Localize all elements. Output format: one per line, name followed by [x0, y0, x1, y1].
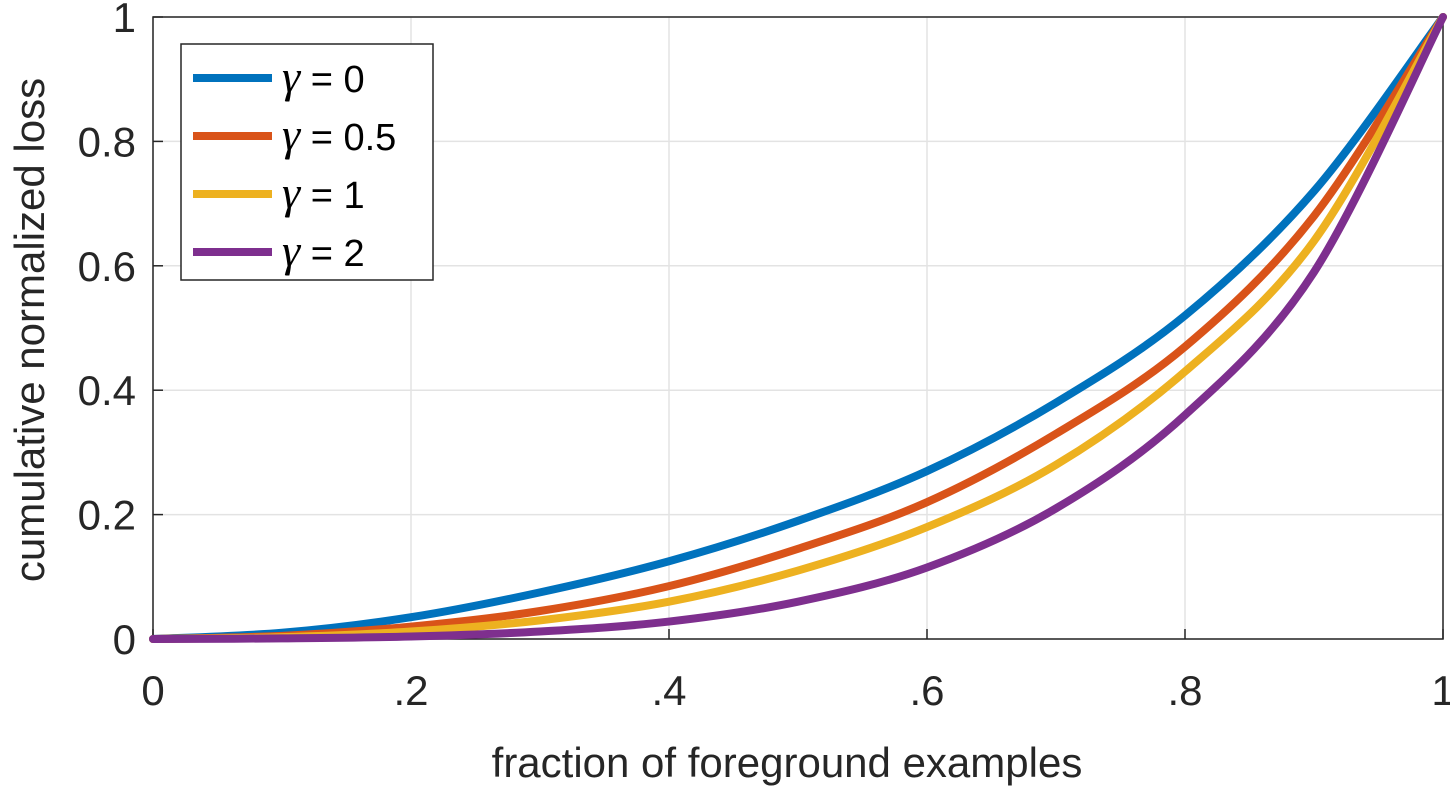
series-line-1 [149, 13, 1447, 643]
legend-box [180, 43, 434, 281]
series-line-2 [149, 13, 1447, 643]
legend-value: = 0 [300, 59, 364, 101]
legend-label-3: γ = 2 [282, 225, 365, 276]
series-line-0 [149, 13, 1447, 643]
legend-value: = 1 [300, 175, 364, 217]
x-tick-label: .6 [909, 667, 944, 714]
legend-gamma-symbol: γ [282, 51, 302, 102]
x-tick-label: 0 [141, 667, 164, 714]
legend-gamma-symbol: γ [282, 225, 302, 276]
x-tick-label: .4 [651, 667, 686, 714]
x-tick-label: .8 [1167, 667, 1202, 714]
x-axis-label: fraction of foreground examples [492, 739, 1083, 786]
y-axis-label: cumulative normalized loss [6, 78, 53, 582]
x-tick-label: 1 [1431, 667, 1450, 714]
plot-area-frame [152, 16, 1444, 640]
x-tick-label: .2 [393, 667, 428, 714]
y-tick-label: 0.6 [78, 243, 136, 290]
y-tick-label: 0.4 [78, 367, 136, 414]
legend-label-0: γ = 0 [282, 51, 365, 102]
legend: γ = 0γ = 0.5γ = 1γ = 2 [180, 43, 434, 281]
y-tick-label: 0.8 [78, 118, 136, 165]
legend-value: = 2 [300, 233, 364, 275]
legend-gamma-symbol: γ [282, 167, 302, 218]
legend-label-1: γ = 0.5 [282, 109, 396, 160]
series-line-3 [149, 13, 1447, 643]
series-lines [149, 13, 1447, 643]
legend-gamma-symbol: γ [282, 109, 302, 160]
tick-labels: 0.2.4.6.8 100.20.40.60.81 [78, 0, 1450, 714]
y-tick-label: 1 [113, 0, 136, 41]
y-tick-label: 0 [113, 616, 136, 663]
y-tick-label: 0.2 [78, 492, 136, 539]
legend-label-2: γ = 1 [282, 167, 365, 218]
legend-value: = 0.5 [300, 117, 396, 159]
